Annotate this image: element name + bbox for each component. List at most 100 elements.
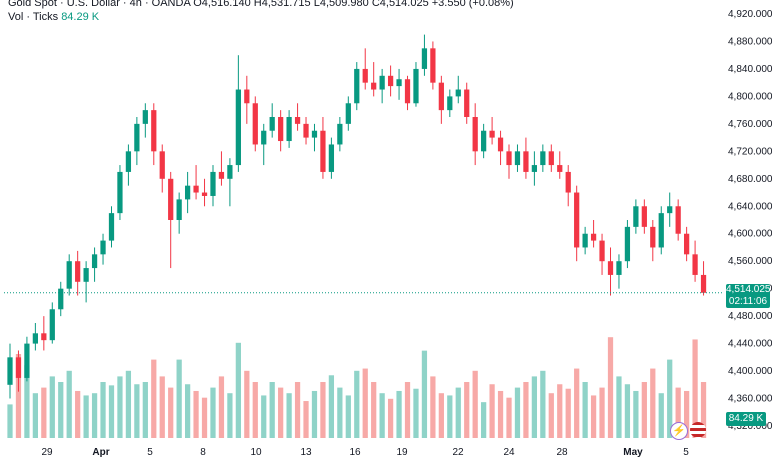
chart-legend: Gold Spot · U.S. Dollar · 4h · OANDA O4,… bbox=[8, 0, 514, 24]
candle-body bbox=[675, 206, 681, 234]
last-price-badge: 4,514.025 02:11:06 bbox=[726, 284, 771, 308]
volume-bar bbox=[218, 376, 225, 438]
price-tick-label: 4,920.000 bbox=[728, 9, 773, 20]
candle-body bbox=[472, 117, 478, 152]
time-tick-label: 10 bbox=[250, 447, 262, 458]
candle-body bbox=[497, 137, 504, 152]
volume-bar bbox=[278, 387, 284, 438]
price-tick-label: 4,840.000 bbox=[728, 64, 773, 75]
volume-bar bbox=[489, 384, 495, 438]
candle-body bbox=[134, 123, 140, 152]
candle-body bbox=[574, 192, 580, 248]
candle-body bbox=[421, 48, 428, 69]
candle-body bbox=[667, 206, 673, 214]
candle-body bbox=[523, 151, 529, 172]
candle-body bbox=[235, 89, 241, 166]
price-tick-label: 4,320.000 bbox=[728, 421, 773, 432]
volume-bar bbox=[438, 393, 444, 438]
volume-bar bbox=[607, 337, 614, 438]
time-tick-label: 19 bbox=[396, 447, 408, 458]
volume-bar bbox=[362, 368, 368, 438]
candle-body bbox=[624, 226, 631, 262]
candle-body bbox=[396, 79, 402, 87]
volume-bar bbox=[320, 382, 326, 438]
volume-bar bbox=[523, 382, 529, 438]
price-tick-label: 4,360.000 bbox=[728, 394, 773, 405]
candle-body bbox=[100, 240, 106, 255]
volume-bar bbox=[117, 376, 123, 438]
volume-bar bbox=[574, 368, 580, 438]
volume-bar bbox=[421, 350, 428, 438]
candle-body bbox=[286, 117, 292, 142]
last-price: 4,514.025 bbox=[726, 284, 771, 295]
volume-bar bbox=[624, 384, 631, 438]
volume-bar bbox=[294, 382, 301, 438]
volume-bar bbox=[354, 370, 360, 438]
candle-body bbox=[658, 213, 664, 248]
volume-bar bbox=[184, 384, 191, 438]
price-tick-label: 4,480.000 bbox=[728, 311, 773, 322]
volume-bar bbox=[269, 382, 275, 438]
candle-body bbox=[151, 110, 157, 152]
volume-bar bbox=[108, 385, 115, 438]
volume-bar bbox=[582, 382, 588, 438]
volume-bar bbox=[66, 370, 72, 438]
volume-bar bbox=[303, 401, 309, 438]
volume-bar bbox=[692, 339, 698, 438]
volume-bar bbox=[413, 388, 419, 438]
volume-bar bbox=[58, 382, 64, 438]
candle-body bbox=[184, 185, 191, 200]
candle-body bbox=[582, 233, 588, 248]
volume-bar bbox=[633, 390, 639, 438]
candle-body bbox=[218, 171, 225, 179]
volume-bar bbox=[557, 384, 563, 438]
volume-bar bbox=[168, 387, 174, 438]
candle-body bbox=[354, 68, 360, 104]
candle-body bbox=[455, 89, 461, 97]
candle-body bbox=[244, 89, 250, 104]
volume-bar bbox=[24, 365, 30, 438]
candle-body bbox=[210, 171, 216, 196]
candle-body bbox=[362, 68, 368, 83]
candle-body bbox=[700, 274, 707, 293]
volume-bar bbox=[379, 393, 385, 438]
volume-bar bbox=[83, 395, 89, 438]
time-tick-label: 5 bbox=[147, 447, 153, 458]
candle-body bbox=[201, 192, 208, 196]
volume-bar bbox=[658, 393, 664, 438]
time-tick-label: 22 bbox=[452, 447, 464, 458]
volume-bar bbox=[142, 382, 148, 438]
candle-body bbox=[548, 151, 554, 166]
candle-body bbox=[464, 89, 470, 117]
volume-bar bbox=[100, 382, 106, 438]
candle-body bbox=[24, 343, 30, 378]
flag-icon[interactable] bbox=[690, 422, 706, 438]
vol-label: Vol · Ticks bbox=[8, 11, 59, 23]
volume-bar bbox=[75, 390, 81, 438]
candle-body bbox=[514, 151, 521, 166]
volume-bar bbox=[176, 359, 182, 438]
candle-body bbox=[531, 165, 538, 172]
time-tick-label: 5 bbox=[683, 447, 689, 458]
volume-bar bbox=[650, 368, 656, 438]
volume-bar bbox=[337, 387, 343, 438]
volume-bar bbox=[261, 395, 267, 438]
bar-countdown: 02:11:06 bbox=[728, 296, 768, 307]
price-tick-label: 4,400.000 bbox=[728, 366, 773, 377]
candle-body bbox=[32, 333, 38, 344]
volume-bar bbox=[565, 388, 571, 438]
candle-body bbox=[489, 130, 495, 138]
candle-body bbox=[15, 357, 22, 378]
candle-body bbox=[379, 75, 385, 90]
candle-body bbox=[75, 261, 81, 282]
candle-body bbox=[7, 357, 13, 385]
candle-body bbox=[168, 178, 174, 220]
candle-body bbox=[49, 309, 55, 341]
time-tick-label: 24 bbox=[503, 447, 515, 458]
volume-bar bbox=[227, 393, 233, 438]
price-tick-label: 4,600.000 bbox=[728, 229, 773, 240]
candle-body bbox=[269, 117, 275, 131]
volume-bar bbox=[32, 393, 38, 438]
lightning-icon[interactable]: ⚡ bbox=[670, 422, 688, 440]
